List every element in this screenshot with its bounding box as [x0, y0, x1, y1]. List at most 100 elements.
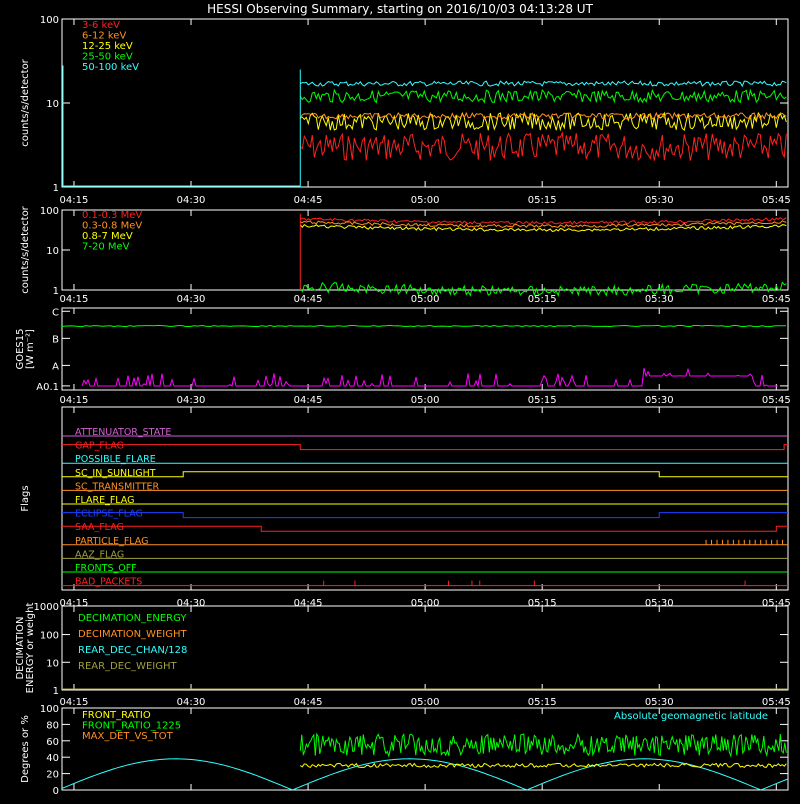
y-tick-label: 100 — [40, 206, 59, 217]
label-layer: 04:15 04:30 04:45 05:00 05:15 05:30 05:45 04:15… — [15, 15, 791, 797]
y-tick-label: 40 — [46, 753, 59, 764]
y-axis-label: Flags — [20, 485, 31, 511]
y-tick-label: A0.1 — [36, 382, 59, 393]
x-tick-label: 04:15 — [60, 697, 89, 708]
legend-entry: MAX_DET_VS_TOT — [82, 731, 174, 742]
y-tick-label: C — [52, 307, 59, 318]
panel-frame-1 — [61, 18, 789, 188]
x-tick-label: 05:45 — [762, 395, 791, 406]
flag-line-saa-flag — [62, 525, 788, 532]
y-tick-label: 100 — [40, 15, 59, 26]
y-tick-label: 10 — [46, 99, 59, 110]
annotation-geomagnetic-latitude: Absolute geomagnetic latitude — [614, 711, 768, 722]
legend-entry: REAR_DEC_CHAN/128 — [78, 645, 187, 656]
flag-label: FLARE_FLAG — [75, 495, 135, 506]
series-line-12-25-kev — [300, 111, 787, 132]
legend-entry: FRONT_RATIO_1225 — [82, 721, 181, 732]
flag-line-eclipse-flag — [62, 512, 788, 519]
y-tick-label: 80 — [46, 720, 59, 731]
x-tick-label: 05:45 — [762, 294, 791, 305]
y-tick-label: 10 — [46, 658, 59, 669]
legend-entry: 0.8-7 MeV — [82, 231, 133, 242]
legend-entry: 0.3-0.8 MeV — [82, 221, 142, 232]
y-tick-label: 20 — [46, 770, 59, 781]
x-tick-label: 04:45 — [294, 395, 323, 406]
x-tick-label: 04:15 — [60, 598, 89, 609]
x-tick-label: 05:00 — [411, 395, 440, 406]
x-tick-label: 05:15 — [528, 195, 557, 206]
flag-label: ECLIPSE_FLAG — [75, 509, 143, 520]
x-tick-label: 05:15 — [528, 294, 557, 305]
x-tick-label: 04:30 — [177, 598, 206, 609]
legend-entry: DECIMATION_ENERGY — [78, 613, 187, 624]
flag-line-sc-in-sunlight — [62, 471, 788, 478]
x-tick-label: 05:15 — [528, 697, 557, 708]
x-tick-label: 05:00 — [411, 294, 440, 305]
series-line-0-8-7-mev — [299, 224, 787, 232]
legend-entry: 25-50 keV — [82, 52, 133, 63]
flag-label: SAA_FLAG — [75, 522, 124, 533]
series-line-goes-short — [81, 367, 778, 388]
y-tick-label: 1000 — [34, 602, 59, 613]
x-tick-label: 04:15 — [60, 395, 89, 406]
x-tick-label: 04:15 — [60, 294, 89, 305]
series-line-25-50-kev — [299, 88, 787, 104]
y-tick-label: 1 — [53, 686, 59, 697]
y-tick-label: 60 — [46, 737, 59, 748]
x-tick-label: 05:15 — [528, 598, 557, 609]
series-line-0-3-0-8-mev — [300, 220, 787, 229]
x-tick-label: 04:15 — [60, 195, 89, 206]
flag-label: BAD_PACKETS — [75, 577, 142, 588]
series-line-3-6-kev — [299, 130, 787, 162]
y-tick-label: A — [52, 361, 59, 372]
series-line-goes-long — [61, 324, 787, 328]
x-tick-label: 05:30 — [645, 598, 674, 609]
y-axis-label: [W m⁻²] — [25, 329, 36, 369]
y-axis-label: DECIMATION — [15, 616, 26, 679]
legend-entry: 7-20 MeV — [82, 242, 130, 253]
y-axis-label: GOES15 — [15, 328, 26, 369]
legend-entry: 50-100 keV — [82, 62, 139, 73]
x-tick-label: 04:45 — [294, 195, 323, 206]
flag-label: ATTENUATOR_STATE — [75, 427, 171, 438]
x-tick-label: 04:30 — [177, 395, 206, 406]
y-tick-label: 10 — [46, 246, 59, 257]
x-tick-label: 04:45 — [294, 598, 323, 609]
x-tick-label: 05:15 — [528, 395, 557, 406]
series-line-7-20-mev — [299, 281, 787, 298]
y-tick-label: 100 — [40, 704, 59, 715]
legend-entry: 6-12 keV — [82, 31, 126, 42]
x-tick-label: 04:45 — [294, 294, 323, 305]
panel-frame-3 — [61, 307, 789, 391]
y-tick-label: 1 — [53, 286, 59, 297]
chart-title: HESSI Observing Summary, starting on 201… — [207, 2, 593, 16]
flag-label: SC_IN_SUNLIGHT — [75, 468, 156, 479]
series-line-50-100-kev — [300, 80, 787, 88]
legend-entry: REAR_DEC_WEIGHT — [78, 661, 177, 672]
legend-entry: 12-25 keV — [82, 41, 133, 52]
x-tick-label: 05:45 — [762, 195, 791, 206]
x-tick-label: 05:00 — [411, 697, 440, 708]
y-tick-label: 0 — [53, 786, 59, 797]
x-tick-label: 05:30 — [645, 195, 674, 206]
x-tick-label: 04:45 — [294, 697, 323, 708]
series-line-6-12-kev — [299, 111, 787, 121]
y-tick-label: B — [52, 334, 59, 345]
y-axis-label: ENERGY or weight — [25, 603, 36, 694]
y-tick-label: 100 — [40, 631, 59, 642]
series-line-geomagnetic-latitude — [61, 758, 789, 791]
series-line-0-1-0-3-mev — [300, 216, 787, 226]
y-tick-label: 1 — [53, 183, 59, 194]
x-tick-label: 05:00 — [411, 195, 440, 206]
flag-label: FRONTS_OFF — [75, 563, 137, 574]
x-tick-label: 05:45 — [762, 697, 791, 708]
x-tick-label: 05:30 — [645, 697, 674, 708]
x-tick-label: 04:30 — [177, 294, 206, 305]
y-axis-label: Degrees or % — [20, 715, 31, 783]
series-line-front-ratio — [300, 762, 787, 769]
x-tick-label: 05:45 — [762, 598, 791, 609]
legend-entry: FRONT_RATIO — [82, 710, 151, 721]
series-line-front-ratio-1225 — [299, 732, 787, 758]
